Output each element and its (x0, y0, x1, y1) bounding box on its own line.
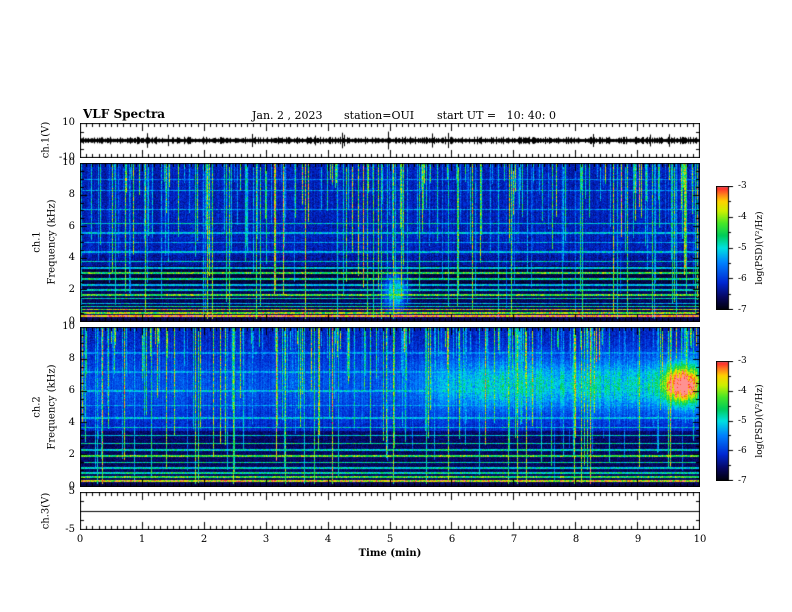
time-axis-label: Time (min) (358, 548, 422, 559)
ch2-spec-ytick-label: 6 (68, 385, 75, 396)
time-xtick-label: 0 (76, 534, 84, 545)
colorbar2-tick-label: -7 (738, 476, 747, 486)
colorbar1-axis-label: log(PSD)(V²/Hz) (755, 211, 765, 285)
time-xtick-label: 8 (572, 534, 580, 545)
ch1-waveform-canvas (80, 123, 700, 158)
colorbar-ch1-canvas (716, 186, 736, 310)
colorbar2-tick-label: -5 (738, 416, 747, 426)
colorbar2-tick-label: -4 (738, 386, 747, 396)
ch1-spectrogram-canvas (80, 163, 700, 322)
colorbar1-tick-label: -5 (738, 243, 747, 253)
time-xtick-label: 4 (324, 534, 332, 545)
time-xtick-label: 9 (634, 534, 642, 545)
ch2-spec-ytick-label: 4 (68, 417, 75, 428)
colorbar-ch2-canvas (716, 361, 736, 481)
ch2-frequency-axis-label: Frequency (kHz) (46, 364, 58, 450)
ch1-wave-ytick-label: -10 (58, 152, 75, 163)
station-label: station=OUI (344, 109, 415, 122)
ch1-frequency-axis-label: Frequency (kHz) (46, 199, 58, 285)
time-xtick-label: 7 (510, 534, 518, 545)
time-xtick-label: 5 (386, 534, 394, 545)
colorbar2-axis-label: log(PSD)(V²/Hz) (755, 384, 765, 458)
ch1-spec-ytick-label: 2 (68, 284, 75, 296)
ch1-spec-ytick-label: 10 (62, 157, 75, 168)
colorbar2-tick-label: -6 (738, 446, 747, 456)
ch2-channel-label: ch.2 (31, 396, 43, 418)
ch1-spec-ytick-label: 8 (68, 188, 75, 200)
ch2-spec-ytick-label: 2 (68, 449, 75, 460)
ch3-wave-ytick-label: 5 (68, 486, 75, 497)
ch1-channel-label: ch.1 (31, 231, 43, 253)
colorbar1-tick-label: -3 (738, 181, 747, 191)
colorbar1-tick-label: -6 (738, 274, 747, 284)
time-xtick-label: 10 (693, 534, 707, 545)
colorbar1-tick-label: -7 (738, 305, 747, 315)
time-xtick-label: 1 (138, 534, 146, 545)
time-xtick-label: 6 (448, 534, 456, 545)
ch2-spec-ytick-label: 10 (62, 321, 75, 332)
ch1-spec-ytick-label: 0 (68, 316, 75, 327)
ch1-spec-ytick-label: 6 (68, 220, 75, 232)
start-ut-label: start UT = 10: 40: 0 (437, 109, 557, 122)
ch2-spectrogram-canvas (80, 327, 700, 487)
ch1-spec-ytick-label: 4 (68, 252, 75, 264)
ch2-spec-ytick-label: 8 (68, 353, 75, 364)
ch3-waveform-canvas (80, 492, 700, 530)
colorbar2-tick-label: -3 (738, 356, 747, 366)
date-label: Jan. 2 , 2023 (252, 109, 323, 122)
ch2-spec-ytick-label: 0 (68, 481, 75, 492)
colorbar1-tick-label: -4 (738, 212, 747, 222)
ch3-wave-ytick-label: -5 (65, 524, 75, 535)
time-xtick-label: 3 (262, 534, 270, 545)
ch1-wave-ytick-label: 10 (62, 117, 75, 128)
figure-title: VLF Spectra (83, 107, 166, 121)
time-xtick-label: 2 (200, 534, 208, 545)
